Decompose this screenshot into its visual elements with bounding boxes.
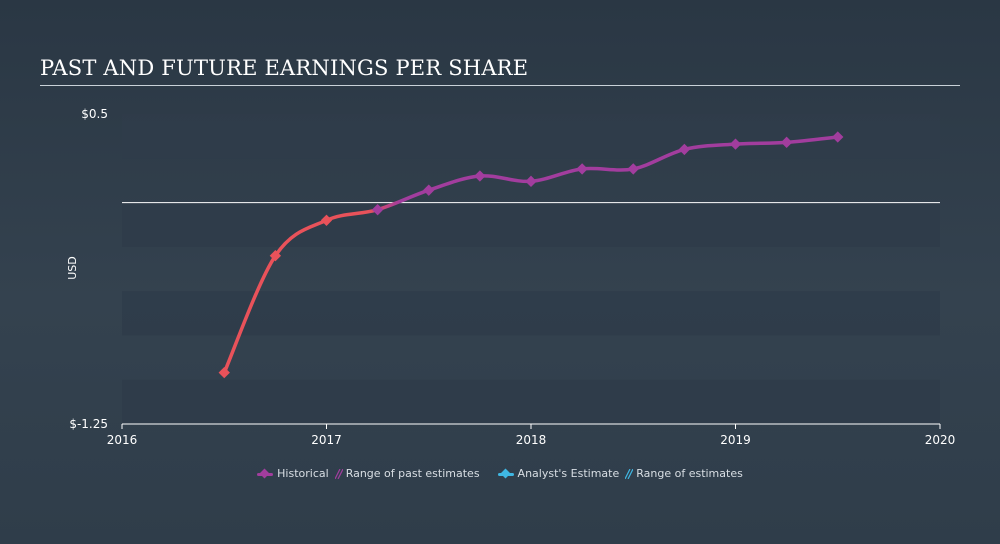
background-band bbox=[122, 335, 940, 379]
historical-swatch-icon bbox=[257, 468, 274, 479]
background-band bbox=[122, 247, 940, 291]
x-tick-label: 2016 bbox=[107, 433, 138, 447]
historical-point bbox=[269, 250, 282, 262]
background-bands bbox=[122, 114, 940, 424]
legend-future-range-label: Range of estimates bbox=[636, 467, 743, 480]
historical-point bbox=[832, 131, 844, 143]
legend-past-range-label: Range of past estimates bbox=[345, 467, 480, 480]
background-band bbox=[122, 379, 940, 424]
legend-past-range[interactable]: Range of past estimates bbox=[334, 467, 480, 480]
analyst-estimate-swatch-icon bbox=[497, 468, 514, 479]
legend-historical[interactable]: Historical bbox=[257, 467, 329, 480]
historical-point bbox=[371, 204, 384, 216]
x-tick-label: 2017 bbox=[311, 433, 342, 447]
historical-point bbox=[678, 143, 691, 156]
historical-point bbox=[218, 366, 230, 379]
historical-point bbox=[474, 170, 486, 182]
legend-historical-label: Historical bbox=[277, 467, 329, 480]
historical-point bbox=[780, 136, 793, 148]
historical-point bbox=[525, 175, 537, 187]
past-range-hatch-icon bbox=[334, 468, 343, 479]
series-group bbox=[218, 131, 844, 379]
historical-point bbox=[627, 163, 639, 175]
chart-title: PAST AND FUTURE EARNINGS PER SHARE bbox=[40, 56, 529, 80]
axes-group: 2016 2017 2018 2019 2020 $0.5 $-1.25 bbox=[69, 107, 955, 447]
legend-analyst-estimate[interactable]: Analyst's Estimate bbox=[497, 467, 620, 480]
y-tick-label: $0.5 bbox=[81, 107, 108, 121]
x-tick-label: 2020 bbox=[925, 433, 956, 447]
background-band bbox=[122, 202, 940, 247]
legend-future-range[interactable]: Range of estimates bbox=[625, 467, 743, 480]
background-band bbox=[122, 291, 940, 336]
y-tick-label: $-1.25 bbox=[69, 417, 108, 431]
y-axis-label: USD bbox=[66, 256, 79, 280]
historical-point bbox=[423, 184, 435, 196]
historical-point bbox=[320, 214, 333, 226]
future-range-hatch-icon bbox=[625, 468, 634, 479]
x-tick-label: 2018 bbox=[516, 433, 547, 447]
legend-analyst-estimate-label: Analyst's Estimate bbox=[517, 467, 620, 480]
background-band bbox=[122, 114, 940, 159]
chart-legend: Historical Range of past estimates Analy… bbox=[0, 467, 1000, 480]
x-tick-label: 2019 bbox=[720, 433, 751, 447]
title-divider bbox=[40, 85, 960, 86]
historical-point bbox=[729, 138, 742, 150]
historical-point bbox=[576, 163, 588, 175]
